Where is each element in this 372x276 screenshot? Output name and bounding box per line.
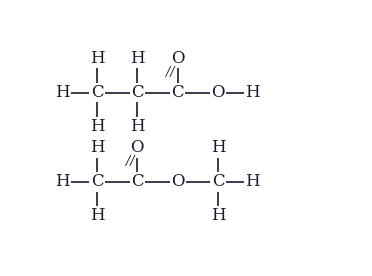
Text: H: H	[90, 207, 104, 224]
Text: O: O	[171, 173, 185, 190]
Text: C: C	[131, 173, 144, 190]
Text: H: H	[55, 84, 70, 101]
Text: H: H	[90, 139, 104, 156]
Text: H: H	[130, 118, 145, 135]
Text: H: H	[130, 50, 145, 67]
Text: H: H	[245, 173, 260, 190]
Text: H: H	[211, 207, 225, 224]
Text: C: C	[131, 84, 144, 101]
Text: O: O	[171, 50, 185, 67]
Text: //: //	[166, 66, 175, 79]
Text: C: C	[91, 84, 103, 101]
Text: H: H	[245, 84, 260, 101]
Text: H: H	[55, 173, 70, 190]
Text: O: O	[211, 84, 225, 101]
Text: H: H	[211, 139, 225, 156]
Text: C: C	[91, 173, 103, 190]
Text: H: H	[90, 118, 104, 135]
Text: C: C	[171, 84, 184, 101]
Text: H: H	[90, 50, 104, 67]
Text: O: O	[131, 139, 144, 156]
Text: C: C	[212, 173, 224, 190]
Text: //: //	[126, 155, 134, 168]
